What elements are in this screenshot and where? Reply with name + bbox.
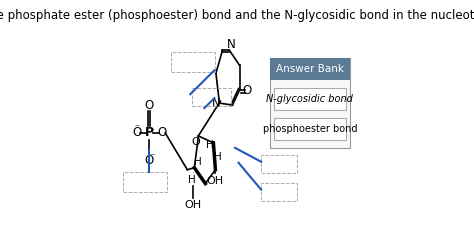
Bar xyxy=(261,183,297,201)
Text: Answer Bank: Answer Bank xyxy=(276,64,344,74)
Text: H: H xyxy=(214,152,221,162)
Text: O: O xyxy=(132,126,142,139)
Text: phosphoester bond: phosphoester bond xyxy=(263,124,357,134)
Bar xyxy=(261,155,297,173)
Bar xyxy=(273,118,346,140)
Text: Identify the phosphate ester (phosphoester) bond and the N-glycosidic bond in th: Identify the phosphate ester (phosphoest… xyxy=(0,9,474,22)
Bar xyxy=(123,172,167,191)
Text: O: O xyxy=(157,126,167,139)
Text: ⁻: ⁻ xyxy=(135,123,140,133)
Text: H: H xyxy=(194,157,202,167)
Text: ⁻: ⁻ xyxy=(150,152,155,162)
Text: OH: OH xyxy=(207,176,224,186)
Bar xyxy=(171,52,215,72)
Text: N: N xyxy=(227,38,236,51)
Text: O: O xyxy=(145,154,154,167)
Text: OH: OH xyxy=(185,201,202,210)
Text: N: N xyxy=(212,97,221,109)
Bar xyxy=(273,88,346,110)
Text: H: H xyxy=(206,140,213,150)
Bar xyxy=(270,58,350,148)
Bar xyxy=(270,58,350,80)
Text: O: O xyxy=(191,137,200,147)
Text: N-glycosidic bond: N-glycosidic bond xyxy=(266,94,353,104)
Text: P: P xyxy=(145,126,154,139)
Text: O: O xyxy=(145,99,154,112)
Text: H: H xyxy=(188,175,196,185)
Text: O: O xyxy=(242,84,251,97)
Bar xyxy=(192,88,231,106)
